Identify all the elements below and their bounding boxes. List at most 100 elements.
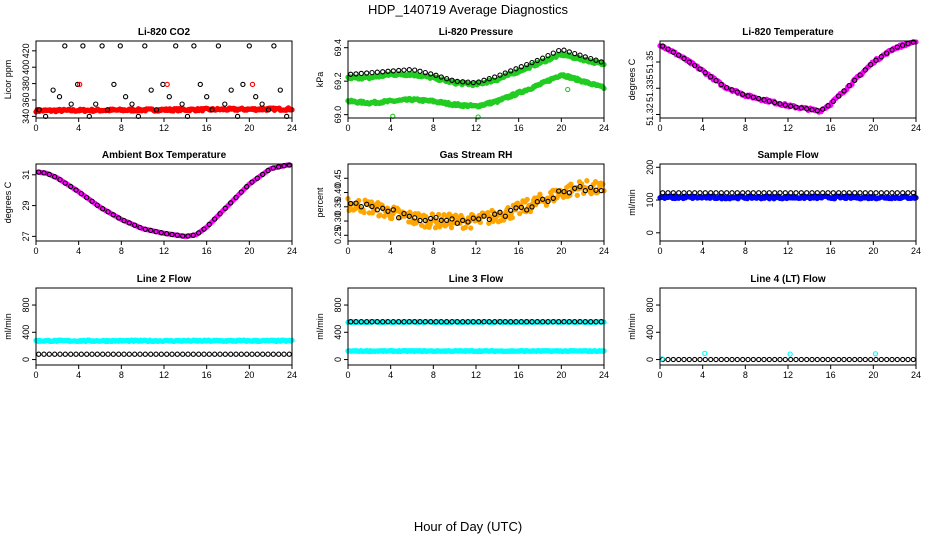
data-point (74, 81, 81, 88)
data-point (180, 233, 186, 239)
x-tick-label: 4 (388, 370, 393, 380)
data-point (734, 190, 740, 196)
data-point (265, 167, 271, 174)
data-point (412, 215, 418, 221)
data-point (148, 87, 154, 93)
data-point (524, 207, 530, 213)
x-tick-label: 12 (471, 370, 481, 380)
data-point (36, 107, 42, 113)
data-point (46, 351, 52, 357)
x-tick-label: 12 (783, 246, 793, 256)
data-point (486, 319, 492, 325)
data-point (454, 220, 460, 226)
data-point (724, 356, 730, 363)
data-point (433, 214, 439, 221)
x-tick-label: 0 (657, 246, 662, 256)
data-point (179, 101, 185, 107)
x-tick-label: 20 (244, 246, 254, 256)
data-point (233, 194, 239, 201)
data-point (422, 69, 428, 76)
y-tick-label: 69.2 (333, 72, 343, 90)
data-point (756, 190, 762, 196)
data-point (438, 74, 444, 80)
y-tick-label: 51.35 (645, 51, 655, 74)
data-point (750, 190, 756, 196)
data-point (460, 79, 466, 85)
data-point (884, 190, 890, 196)
x-tick-label: 4 (388, 123, 393, 133)
x-tick-label: 0 (345, 246, 350, 256)
data-point (836, 93, 842, 99)
data-point (697, 356, 703, 363)
data-point (718, 356, 724, 363)
data-points (35, 162, 293, 239)
data-point (238, 189, 244, 195)
data-point (750, 94, 756, 100)
data-point (550, 50, 556, 56)
data-point (766, 190, 772, 196)
data-point (196, 351, 202, 357)
data-point (381, 213, 387, 219)
data-point (448, 224, 455, 231)
data-point (265, 107, 272, 113)
panel-9: Line 4 (LT) Flow ml/min 0 4 8 12 16 20 24 0 400 800 (627, 274, 921, 380)
data-point (438, 217, 444, 223)
data-point (825, 190, 831, 196)
data-point (804, 356, 810, 363)
panel-3: Li-820 Temperature degrees C 0 4 8 12 16 20 24 51… (627, 27, 921, 133)
data-point (718, 190, 724, 196)
data-point (68, 101, 74, 107)
data-point (740, 356, 746, 363)
x-tick-label: 12 (783, 370, 793, 380)
panel-title: Gas Stream RH (440, 150, 513, 161)
y-tick-label: 51.335 (645, 74, 655, 102)
x-tick-label: 4 (76, 370, 81, 380)
data-point (137, 351, 143, 357)
data-point (598, 59, 604, 65)
data-point (260, 351, 266, 357)
data-point (836, 190, 842, 196)
x-tick-label: 0 (345, 123, 350, 133)
data-point (793, 190, 799, 196)
data-point (62, 43, 68, 49)
data-point (52, 174, 58, 180)
data-point (249, 179, 255, 185)
data-point (396, 215, 402, 221)
data-point (444, 319, 450, 325)
data-point (41, 351, 47, 357)
data-point (164, 231, 170, 237)
data-point (481, 77, 487, 83)
data-point (798, 356, 804, 363)
data-point (228, 87, 234, 93)
data-point (517, 210, 523, 217)
data-point (846, 190, 852, 196)
x-tick-label: 8 (119, 123, 124, 133)
data-point (686, 190, 692, 196)
y-tick-label: 360 (21, 92, 31, 107)
x-tick-label: 0 (33, 246, 38, 256)
data-point (412, 319, 418, 325)
data-point (534, 199, 540, 205)
y-tick-label: 27 (21, 231, 31, 241)
data-point (857, 190, 863, 196)
data-point (385, 208, 391, 214)
x-tick-label: 20 (868, 123, 878, 133)
data-point (529, 319, 535, 325)
x-tick-label: 4 (388, 246, 393, 256)
panel-title: Li-820 CO2 (138, 27, 191, 38)
data-point (534, 319, 540, 325)
panel-title: Line 4 (LT) Flow (750, 274, 826, 285)
data-point (77, 81, 83, 88)
data-point (358, 70, 364, 77)
y-tick-label: 0 (21, 357, 31, 362)
y-tick-label: 29 (21, 201, 31, 211)
plot-frame (35, 163, 293, 242)
data-point (894, 190, 900, 196)
data-point (204, 94, 210, 100)
data-point (761, 190, 767, 196)
data-points (33, 337, 295, 357)
data-point (745, 356, 751, 363)
data-point (894, 356, 900, 363)
y-tick-label: 420 (21, 43, 31, 58)
